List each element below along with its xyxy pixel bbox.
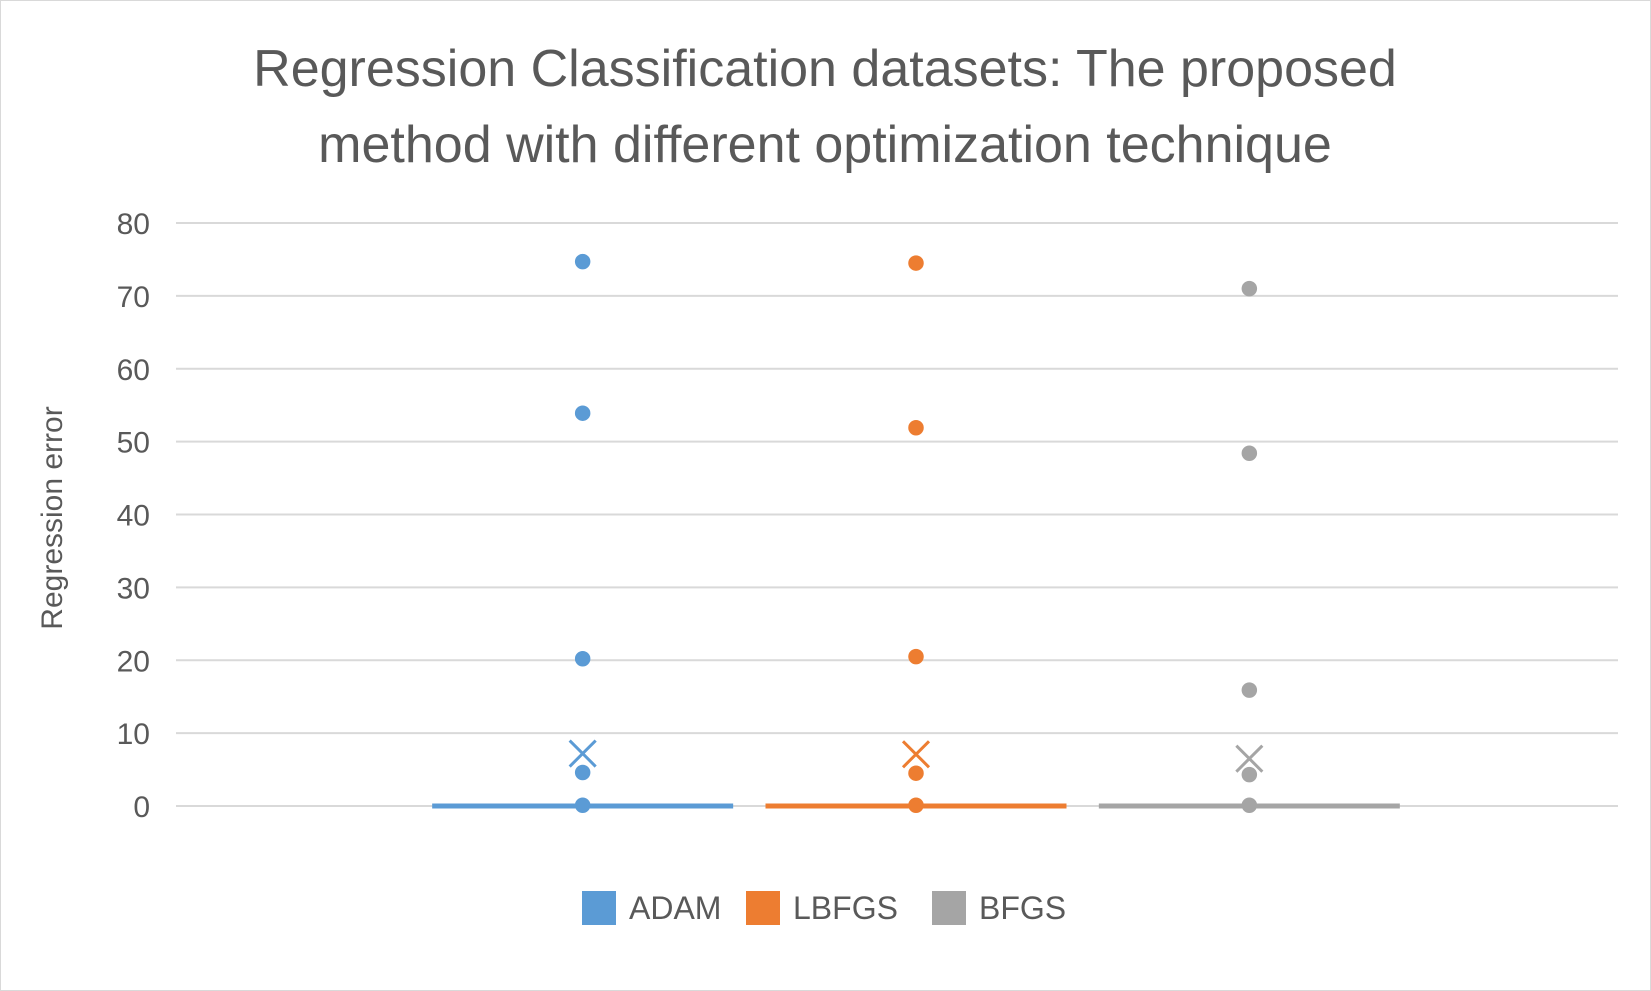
y-tick-label: 60 (117, 354, 150, 387)
legend-item-bfgs: BFGS (932, 890, 1066, 926)
legend-label: BFGS (979, 890, 1066, 926)
gridlines (176, 222, 1618, 807)
legend-swatch (582, 891, 616, 925)
chart-title: Regression Classification datasets: The … (253, 40, 1397, 174)
legend-swatch (932, 891, 966, 925)
outlier-point (574, 253, 591, 270)
outlier-point (908, 420, 924, 436)
legend-label: ADAM (629, 890, 721, 926)
y-tick-label: 80 (117, 208, 150, 241)
series-adam (432, 253, 734, 814)
y-tick-label: 20 (117, 645, 150, 678)
y-axis-tick-labels: 0 10 20 30 40 50 60 70 80 (117, 208, 150, 824)
legend-label: LBFGS (793, 890, 898, 926)
y-tick-label: 0 (133, 791, 150, 824)
outlier-point (574, 797, 591, 814)
legend-swatch (746, 891, 780, 925)
chart-title-line-2: method with different optimization techn… (318, 116, 1332, 174)
chart-title-line-1: Regression Classification datasets: The … (253, 40, 1397, 98)
mean-marker (901, 740, 931, 769)
y-tick-label: 30 (117, 572, 150, 605)
y-tick-label: 50 (117, 427, 150, 460)
outlier-point (908, 255, 924, 271)
outlier-point (574, 764, 591, 781)
plot-area (432, 253, 1400, 814)
mean-marker (1235, 744, 1264, 773)
legend: ADAM LBFGS BFGS (582, 890, 1066, 926)
outlier-point (908, 765, 924, 781)
series-bfgs (1098, 280, 1400, 814)
y-tick-label: 10 (117, 718, 150, 751)
y-tick-label: 40 (117, 500, 150, 533)
mean-marker (568, 739, 597, 768)
outlier-point (574, 651, 591, 667)
outlier-point (908, 797, 924, 814)
legend-item-adam: ADAM (582, 890, 721, 926)
outlier-point (1241, 766, 1258, 783)
legend-item-lbfgs: LBFGS (746, 890, 898, 926)
outlier-point (1241, 797, 1258, 814)
y-axis-title: Regression error (36, 406, 69, 629)
y-tick-label: 70 (117, 281, 150, 314)
outlier-point (908, 648, 924, 665)
series-lbfgs (765, 255, 1067, 814)
outlier-point (1241, 682, 1258, 698)
outlier-point (1241, 445, 1258, 462)
outlier-point (574, 405, 591, 421)
outlier-point (1241, 280, 1258, 297)
